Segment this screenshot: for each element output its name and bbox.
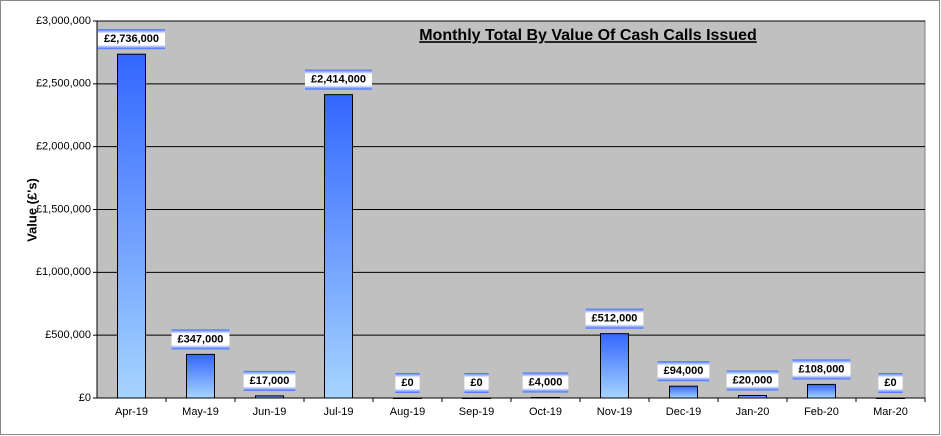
value-label-box [522,372,569,393]
bar [807,383,836,399]
bar [324,94,353,399]
value-label: £4,000 [529,376,563,388]
value-label-box [243,370,296,391]
y-tick-label: £1,500,000 [36,203,91,215]
value-label: £94,000 [664,365,704,377]
bar [186,353,215,399]
value-label-box [464,373,489,393]
x-tick-label: Dec-19 [666,406,701,418]
x-tick-label: Aug-19 [390,406,425,418]
value-label-box [657,361,710,382]
chart-title: Monthly Total By Value Of Cash Calls Iss… [419,27,757,44]
y-tick-label: £1,000,000 [36,266,91,278]
y-tick-label: £0 [79,392,91,404]
y-tick-label: £500,000 [45,329,91,341]
x-tick-label: Apr-19 [115,406,148,418]
y-tick-label: £3,000,000 [36,15,91,27]
x-tick-label: Mar-20 [873,406,908,418]
x-tick-label: Jun-19 [253,406,287,418]
value-label: £17,000 [250,375,290,387]
x-tick-label: Oct-19 [529,406,562,418]
value-label-box [304,69,373,90]
x-tick-label: May-19 [182,406,219,418]
value-label: £0 [401,377,413,389]
value-label-box [878,373,903,393]
bar [600,333,629,399]
value-label: £2,736,000 [104,33,159,45]
x-tick-label: Nov-19 [597,406,632,418]
value-label: £347,000 [178,333,224,345]
value-label-box [171,329,230,350]
x-tick-label: Jul-19 [324,406,354,418]
value-label: £0 [470,377,482,389]
x-tick-label: Jan-20 [736,406,770,418]
y-tick-label: £2,000,000 [36,141,91,153]
y-axis-label: Value (£'s) [24,178,39,242]
value-label-box [97,29,166,50]
value-label-box [792,359,851,380]
value-label: £20,000 [733,374,773,386]
value-label: £0 [884,377,896,389]
bar [669,385,698,399]
value-label-box [726,370,779,391]
value-label: £108,000 [799,363,845,375]
value-label-box [585,308,644,329]
value-label: £2,414,000 [311,74,366,86]
value-label: £512,000 [592,313,638,325]
bar [117,53,146,399]
x-tick-label: Feb-20 [804,406,839,418]
y-tick-label: £2,500,000 [36,78,91,90]
x-tick-label: Sep-19 [459,406,494,418]
value-label-box [395,373,420,393]
